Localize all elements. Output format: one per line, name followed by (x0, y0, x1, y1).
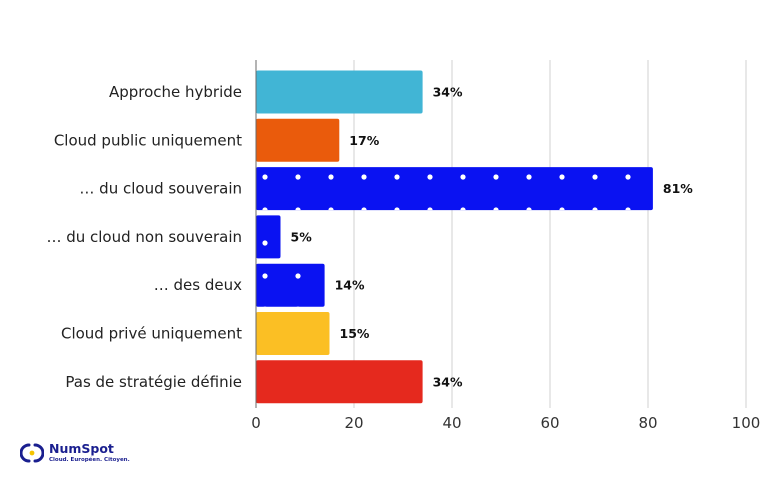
category-label: Approche hybride (109, 83, 242, 101)
logo-tagline: Cloud. Européen. Citoyen. (49, 456, 130, 463)
x-tick-label: 0 (251, 414, 261, 432)
x-tick-label: 80 (638, 414, 657, 432)
x-tick-label: 60 (540, 414, 559, 432)
bar-dot-overlay (256, 263, 325, 307)
data-label: 5% (291, 229, 313, 244)
value-labels: 34% 17% 81% 5% 14% 15% 34% (291, 85, 694, 390)
data-label: 34% (433, 85, 463, 100)
data-label: 34% (433, 374, 463, 389)
bar (256, 312, 330, 355)
x-tick-label: 40 (442, 414, 461, 432)
bar-dot-overlay (256, 167, 653, 211)
x-tick-label: 20 (344, 414, 363, 432)
numspot-logo: NumSpot Cloud. Européen. Citoyen. (20, 441, 130, 463)
bar (256, 118, 340, 162)
x-tick-label: 100 (732, 414, 761, 432)
data-label: 81% (663, 181, 693, 196)
data-label: 14% (335, 278, 365, 293)
bars (256, 70, 653, 404)
bar-dot-overlay (256, 215, 281, 259)
bar (256, 360, 423, 404)
category-label: Cloud privé uniquement (61, 325, 242, 343)
logo-brand: NumSpot (49, 441, 114, 456)
category-label: … du cloud non souverain (46, 228, 242, 246)
category-label: Cloud public uniquement (54, 131, 242, 149)
x-tick-labels: 0 20 40 60 80 100 (251, 414, 760, 432)
numspot-logo-icon (20, 443, 44, 463)
data-label: 17% (349, 133, 379, 148)
gridlines (353, 60, 747, 408)
category-label: … du cloud souverain (79, 180, 242, 198)
category-label: … des deux (154, 276, 242, 294)
bar-chart: Approche hybride Cloud public uniquement …… (46, 60, 760, 432)
bar (256, 70, 423, 114)
category-labels: Approche hybride Cloud public uniquement …… (46, 83, 242, 391)
category-label: Pas de stratégie définie (65, 373, 242, 391)
data-label: 15% (340, 326, 370, 341)
